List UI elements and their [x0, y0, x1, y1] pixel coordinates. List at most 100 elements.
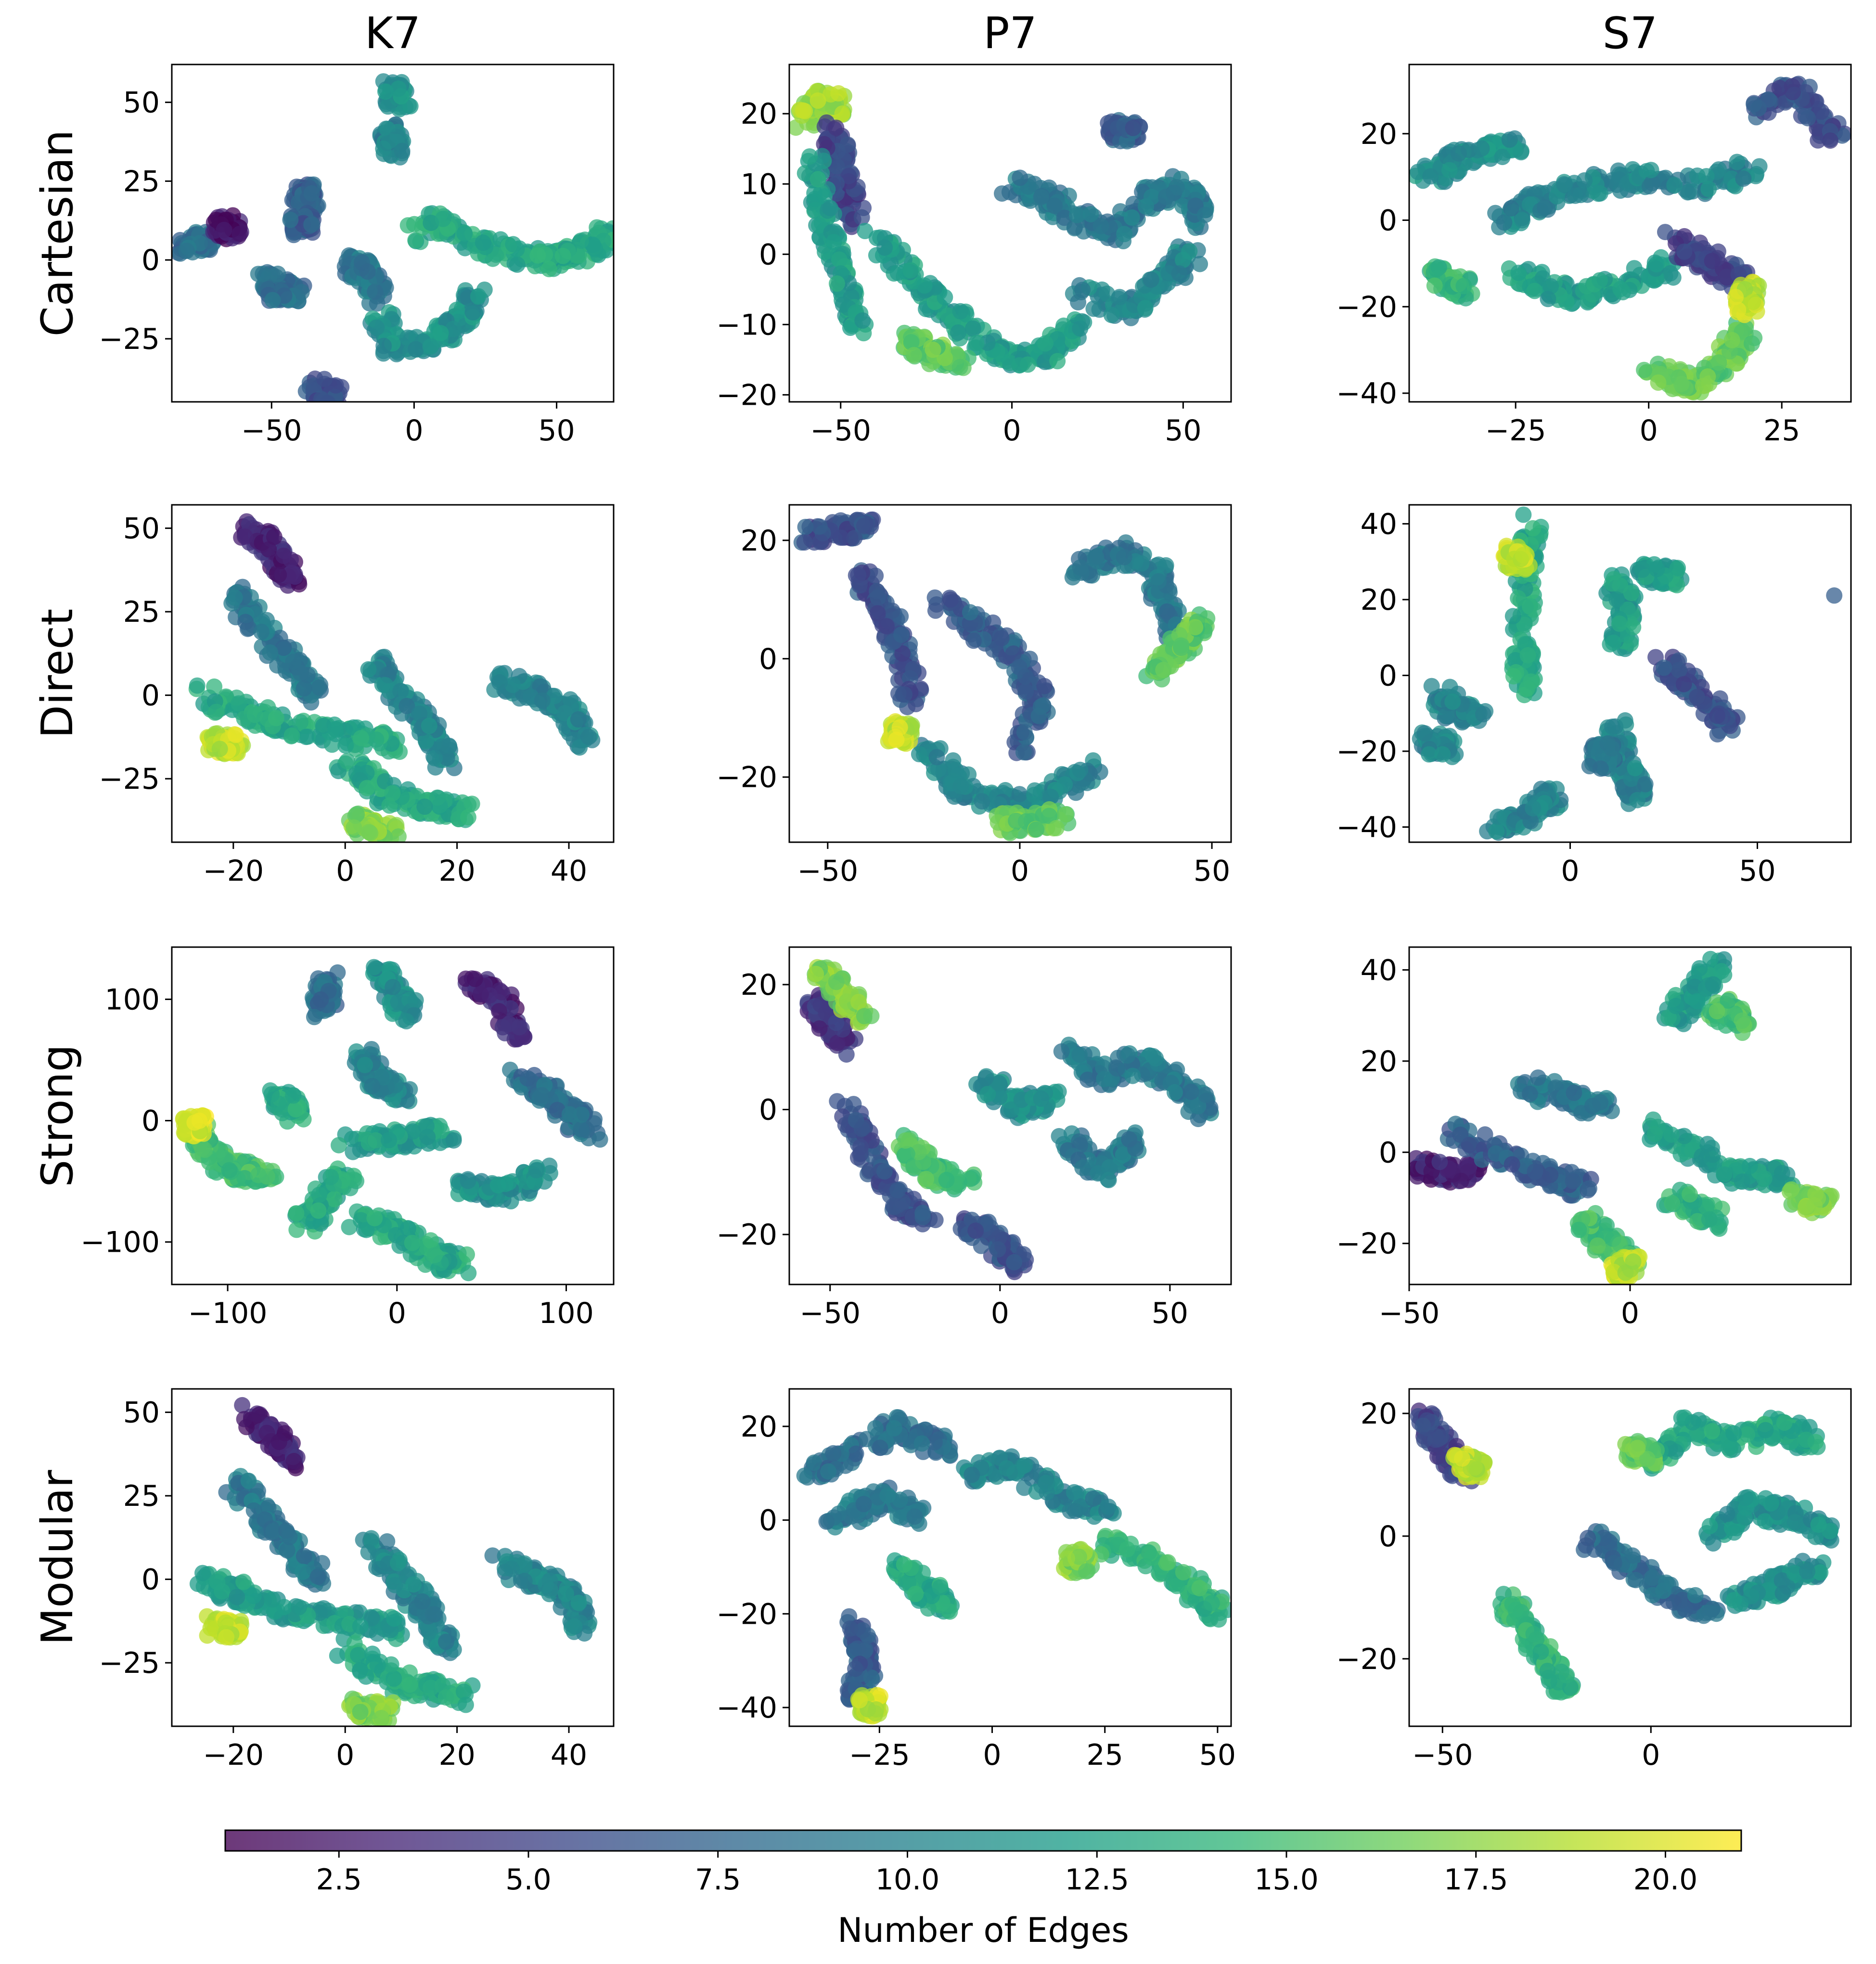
scatter-point: [432, 325, 449, 342]
scatter-point: [416, 798, 433, 815]
scatter-point: [1611, 615, 1628, 632]
x-tick-label: −50: [241, 414, 302, 448]
scatter-point: [811, 217, 828, 234]
scatter-point: [905, 660, 922, 677]
scatter-point: [1056, 776, 1073, 793]
scatter-point: [797, 519, 814, 535]
scatter-point: [491, 674, 508, 691]
scatter-point: [1085, 300, 1102, 317]
scatter-point: [855, 325, 872, 342]
scatter-point: [377, 83, 394, 100]
scatter-point: [1172, 637, 1189, 654]
scatter-point: [974, 793, 990, 810]
scatter-point: [1192, 256, 1208, 272]
column-title-p7: P7: [983, 8, 1037, 59]
scatter-points: [789, 82, 1214, 376]
scatter-point: [359, 780, 375, 796]
scatter-point: [1057, 806, 1074, 823]
scatter-point: [884, 603, 900, 619]
y-tick-label: 0: [1379, 204, 1397, 238]
scatter-point: [292, 714, 308, 731]
scatter-point: [540, 261, 557, 278]
scatter-point: [546, 688, 563, 705]
scatter-point: [1699, 368, 1716, 385]
scatter-point: [1698, 168, 1715, 185]
y-tick-label: 50: [123, 86, 160, 120]
scatter-point: [1592, 185, 1608, 202]
scatter-point: [795, 102, 811, 119]
scatter-point: [1501, 131, 1518, 148]
scatter-point: [1617, 712, 1633, 729]
scatter-point: [316, 371, 333, 387]
scatter-point: [1745, 294, 1761, 310]
scatter-point: [876, 239, 893, 256]
scatter-point: [1144, 189, 1160, 205]
scatter-point: [1592, 272, 1608, 289]
scatter-point: [916, 277, 933, 294]
scatter-point: [937, 289, 953, 306]
scatter-point: [246, 706, 263, 723]
axes-frame: [171, 64, 615, 403]
scatter-point: [894, 645, 911, 662]
scatter-point: [801, 148, 818, 165]
scatter-point: [1673, 375, 1690, 392]
scatter-point: [1475, 706, 1491, 722]
scatter-point: [926, 589, 943, 606]
scatter-point: [1608, 591, 1625, 608]
scatter-point: [268, 710, 284, 727]
scatter-point: [339, 753, 356, 770]
scatter-point: [227, 727, 244, 743]
scatter-point: [362, 825, 379, 842]
scatter-point: [1634, 561, 1651, 578]
scatter-point: [831, 251, 848, 268]
scatter-point: [850, 566, 867, 583]
scatter-point: [1175, 252, 1191, 269]
scatter-point: [237, 614, 254, 630]
scatter-point: [1525, 520, 1542, 537]
scatter-point: [1676, 243, 1693, 260]
scatter-point: [1567, 187, 1584, 204]
scatter-point: [1444, 693, 1461, 710]
scatter-point: [1125, 119, 1142, 136]
scatter-point: [1116, 549, 1132, 565]
scatter-point: [1510, 264, 1527, 281]
scatter-point: [262, 644, 279, 661]
column-title-k7: K7: [365, 8, 421, 59]
scatter-point: [1760, 91, 1777, 108]
scatter-point: [835, 152, 852, 168]
scatter-point: [475, 234, 491, 251]
scatter-point: [1669, 577, 1685, 593]
scatter-point: [270, 265, 286, 282]
scatter-point: [572, 232, 589, 249]
scatter-point: [554, 247, 571, 264]
scatter-point: [856, 517, 873, 534]
scatter-point: [834, 105, 851, 122]
scatter-point: [1710, 354, 1727, 371]
y-tick-label: 20: [1361, 117, 1397, 151]
scatter-point: [1455, 278, 1472, 295]
scatter-point: [810, 92, 826, 109]
row-title-modular: Modular: [32, 1470, 83, 1645]
scatter-point: [1542, 278, 1559, 295]
scatter-point: [890, 685, 907, 702]
scatter-point: [389, 127, 406, 144]
scatter-point: [270, 566, 287, 583]
scatter-point: [377, 677, 394, 693]
scatter-point: [1605, 634, 1622, 651]
scatter-point: [367, 283, 384, 300]
scatter-point: [952, 303, 969, 320]
x-tick-label: 0: [1640, 414, 1658, 448]
scatter-point: [1011, 659, 1028, 676]
y-tick-label: 25: [123, 595, 160, 629]
scatter-point: [390, 828, 407, 842]
scatter-point: [1426, 277, 1443, 294]
scatter-point: [1174, 198, 1191, 215]
scatter-point: [825, 234, 842, 251]
scatter-point: [460, 809, 476, 826]
scatter-point: [1011, 786, 1028, 803]
scatter-point: [1670, 662, 1687, 679]
scatter-point: [1709, 726, 1726, 743]
